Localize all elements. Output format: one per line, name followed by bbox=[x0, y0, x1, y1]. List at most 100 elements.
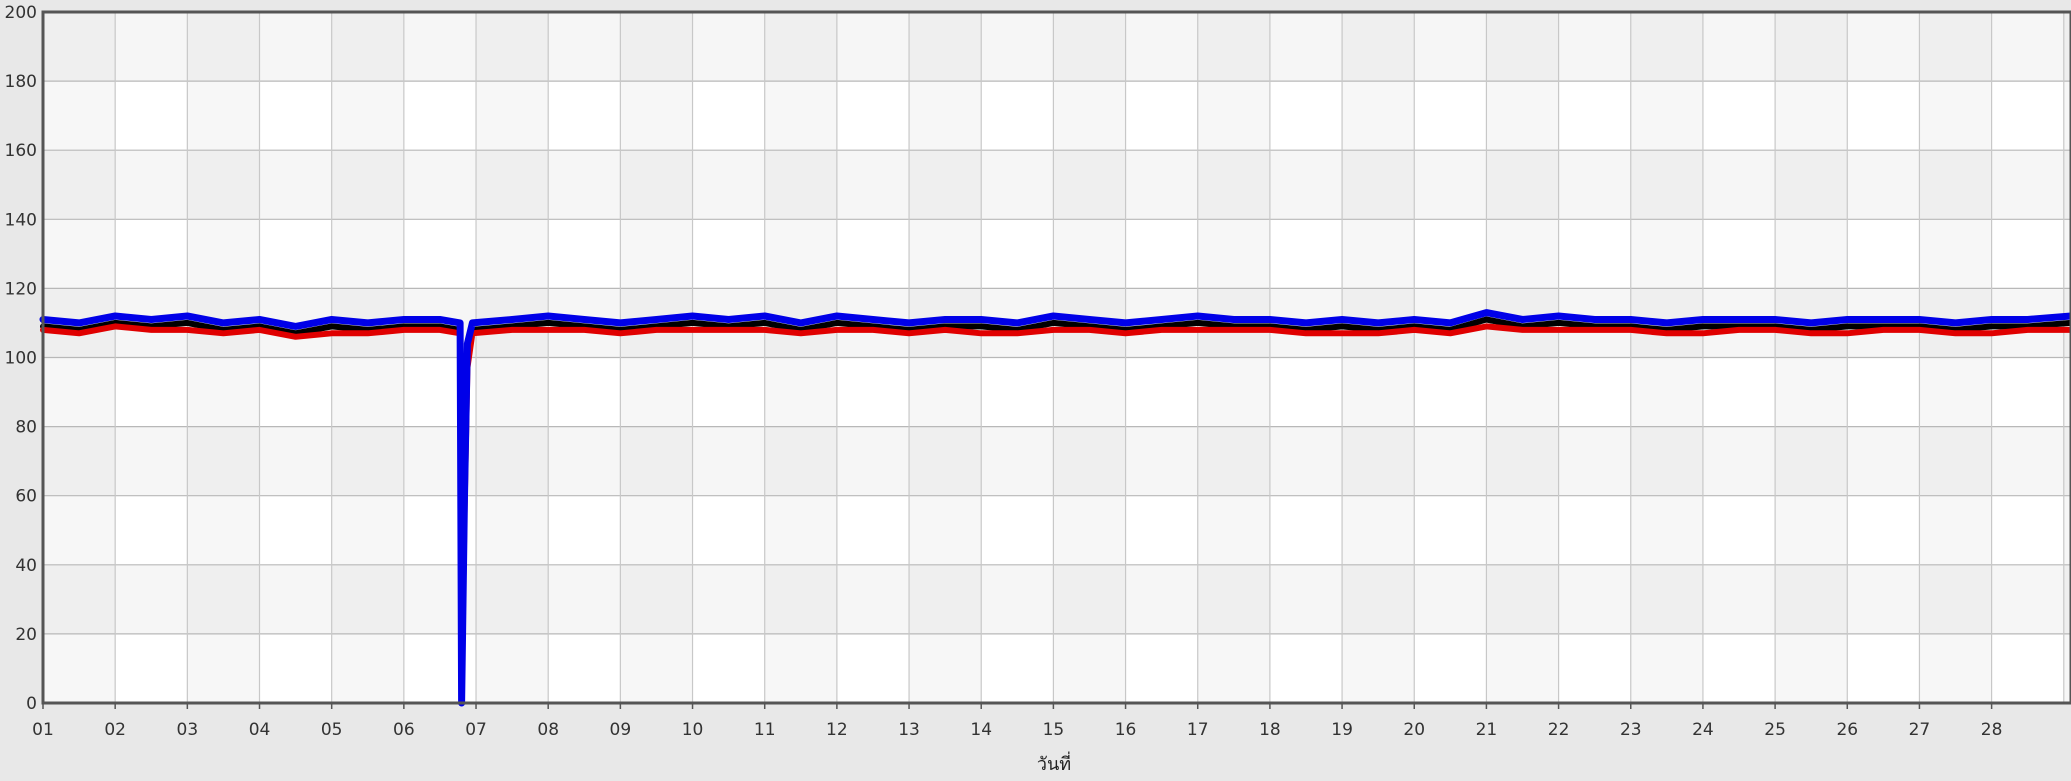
grid-band bbox=[1197, 357, 1270, 427]
grid-band bbox=[1269, 426, 1343, 496]
grid-band bbox=[1053, 564, 1126, 634]
grid-band bbox=[1125, 150, 1198, 220]
grid-band bbox=[331, 633, 404, 703]
grid-band bbox=[1053, 219, 1126, 289]
grid-band bbox=[548, 357, 621, 427]
grid-band bbox=[331, 12, 404, 82]
grid-band bbox=[259, 12, 332, 82]
grid-band bbox=[620, 426, 693, 496]
grid-band bbox=[981, 81, 1054, 151]
x-tick-label: 18 bbox=[1259, 720, 1281, 740]
x-tick-label: 10 bbox=[682, 720, 704, 740]
x-tick-label: 12 bbox=[826, 720, 848, 740]
grid-band bbox=[331, 81, 404, 151]
grid-band bbox=[187, 219, 260, 289]
grid-band bbox=[1919, 495, 1992, 565]
grid-band bbox=[1775, 426, 1848, 496]
grid-band bbox=[187, 495, 260, 565]
grid-band bbox=[187, 633, 260, 703]
grid-band bbox=[764, 357, 837, 427]
grid-band bbox=[43, 633, 116, 703]
grid-band bbox=[1558, 495, 1631, 565]
grid-band bbox=[548, 426, 621, 496]
grid-band bbox=[836, 633, 910, 703]
x-tick-label: 05 bbox=[321, 720, 343, 740]
grid-band bbox=[692, 357, 765, 427]
grid-band bbox=[836, 357, 910, 427]
grid-band bbox=[1269, 12, 1343, 82]
grid-band bbox=[1630, 495, 1703, 565]
x-tick-label: 14 bbox=[970, 720, 992, 740]
grid-band bbox=[1342, 150, 1415, 220]
grid-band bbox=[43, 150, 116, 220]
x-tick-label: 09 bbox=[610, 720, 632, 740]
grid-band bbox=[1775, 150, 1848, 220]
grid-band bbox=[2063, 426, 2071, 496]
grid-band bbox=[764, 219, 837, 289]
grid-band bbox=[1414, 495, 1487, 565]
grid-band bbox=[476, 219, 549, 289]
grid-band bbox=[1991, 12, 2064, 82]
grid-band bbox=[764, 633, 837, 703]
grid-band bbox=[187, 426, 260, 496]
grid-band bbox=[476, 495, 549, 565]
grid-band bbox=[259, 495, 332, 565]
grid-bands bbox=[43, 12, 2071, 703]
grid-band bbox=[1630, 633, 1703, 703]
grid-band bbox=[1197, 495, 1270, 565]
grid-band bbox=[1125, 219, 1198, 289]
grid-band bbox=[476, 357, 549, 427]
y-tick-label: 40 bbox=[15, 556, 37, 576]
grid-band bbox=[1991, 150, 2064, 220]
grid-band bbox=[1702, 426, 1776, 496]
grid-band bbox=[1414, 12, 1487, 82]
grid-band bbox=[1342, 12, 1415, 82]
grid-band bbox=[1269, 150, 1343, 220]
grid-band bbox=[981, 150, 1054, 220]
y-axis-ticks: 0 20 40 60 80 100 120 140 160 180 200 bbox=[5, 3, 37, 714]
grid-band bbox=[1991, 495, 2064, 565]
x-tick-label: 20 bbox=[1403, 720, 1425, 740]
grid-band bbox=[403, 12, 477, 82]
grid-band bbox=[1630, 426, 1703, 496]
x-tick-label: 27 bbox=[1909, 720, 1931, 740]
grid-band bbox=[981, 12, 1054, 82]
x-tick-label: 23 bbox=[1620, 720, 1642, 740]
grid-band bbox=[548, 495, 621, 565]
grid-band bbox=[981, 633, 1054, 703]
grid-band bbox=[1991, 357, 2064, 427]
grid-band bbox=[981, 564, 1054, 634]
grid-band bbox=[1486, 633, 1559, 703]
grid-band bbox=[692, 426, 765, 496]
grid-band bbox=[692, 564, 765, 634]
grid-band bbox=[331, 150, 404, 220]
grid-band bbox=[1197, 81, 1270, 151]
grid-band bbox=[1053, 633, 1126, 703]
grid-band bbox=[2063, 12, 2071, 82]
x-tick-label: 13 bbox=[898, 720, 920, 740]
grid-band bbox=[1558, 81, 1631, 151]
series-line bbox=[39, 309, 2071, 707]
grid-band bbox=[1053, 426, 1126, 496]
grid-band bbox=[1486, 12, 1559, 82]
grid-band bbox=[1342, 633, 1415, 703]
grid-band bbox=[548, 81, 621, 151]
grid-band bbox=[1053, 495, 1126, 565]
grid-band bbox=[43, 81, 116, 151]
x-tick-label: 15 bbox=[1043, 720, 1065, 740]
grid-band bbox=[1414, 150, 1487, 220]
grid-band bbox=[1919, 564, 1992, 634]
y-tick-label: 200 bbox=[5, 3, 37, 23]
x-tick-label: 02 bbox=[104, 720, 126, 740]
grid-band bbox=[2063, 150, 2071, 220]
grid-band bbox=[1702, 150, 1776, 220]
y-tick-label: 160 bbox=[5, 141, 37, 161]
grid-band bbox=[1197, 150, 1270, 220]
grid-band bbox=[187, 564, 260, 634]
x-tick-label: 01 bbox=[32, 720, 54, 740]
y-tick-label: 180 bbox=[5, 72, 37, 92]
grid-band bbox=[1919, 150, 1992, 220]
grid-band bbox=[1125, 633, 1198, 703]
